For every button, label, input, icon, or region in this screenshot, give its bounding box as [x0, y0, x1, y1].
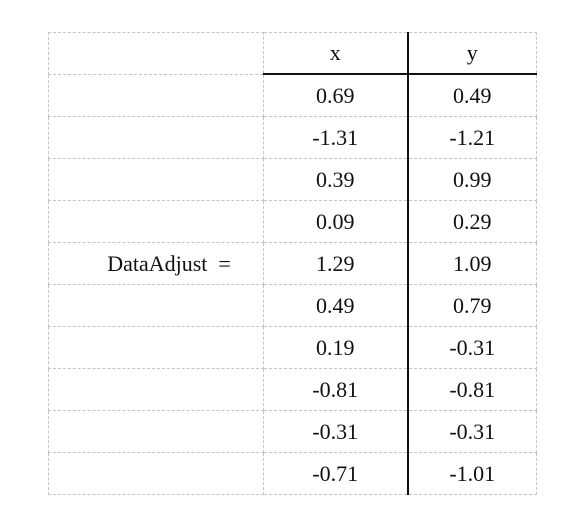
- table-row: 0.09 0.29: [48, 200, 537, 243]
- label-cell: [48, 452, 264, 495]
- table-row: -1.31 -1.21: [48, 116, 537, 159]
- y-value: -0.31: [407, 326, 537, 369]
- y-value: 0.79: [407, 284, 537, 327]
- y-value: 1.09: [407, 242, 537, 285]
- table-row: 0.19 -0.31: [48, 326, 537, 369]
- header-row: x y: [48, 32, 537, 75]
- label-cell: [48, 410, 264, 453]
- label-cell: [48, 116, 264, 159]
- table-row: -0.71 -1.01: [48, 452, 537, 495]
- table-row: -0.31 -0.31: [48, 410, 537, 453]
- label-cell: [48, 284, 264, 327]
- x-value: -0.81: [263, 368, 409, 411]
- y-value: 0.99: [407, 158, 537, 201]
- x-value: 1.29: [263, 242, 409, 285]
- y-value: -1.21: [407, 116, 537, 159]
- label-cell: [48, 158, 264, 201]
- x-value: -1.31: [263, 116, 409, 159]
- equals-sign: =: [218, 250, 231, 276]
- y-value: -1.01: [407, 452, 537, 495]
- label-cell: [48, 326, 264, 369]
- table-row: DataAdjust = 1.29 1.09: [48, 242, 537, 285]
- label-cell: [48, 368, 264, 411]
- x-value: 0.39: [263, 158, 409, 201]
- x-value: 0.19: [263, 326, 409, 369]
- table-row: 0.69 0.49: [48, 73, 537, 117]
- y-value: -0.81: [407, 368, 537, 411]
- x-value: 0.09: [263, 200, 409, 243]
- y-value: 0.29: [407, 200, 537, 243]
- x-value: -0.71: [263, 452, 409, 495]
- matrix-label: DataAdjust =: [48, 242, 264, 285]
- label-cell: [48, 73, 264, 117]
- y-value: -0.31: [407, 410, 537, 453]
- table-row: 0.39 0.99: [48, 158, 537, 201]
- matrix-name: DataAdjust: [107, 250, 208, 276]
- x-value: 0.69: [263, 73, 409, 117]
- table-row: -0.81 -0.81: [48, 368, 537, 411]
- data-adjust-table: x y 0.69 0.49 -1.31 -1.21 0.39 0.99 0.09…: [48, 32, 537, 495]
- column-header-x: x: [263, 32, 409, 75]
- x-value: -0.31: [263, 410, 409, 453]
- label-cell: [48, 200, 264, 243]
- x-value: 0.49: [263, 284, 409, 327]
- table-row: 0.49 0.79: [48, 284, 537, 327]
- y-value: 0.49: [407, 73, 537, 117]
- column-header-y: y: [407, 32, 537, 75]
- label-cell: [48, 32, 264, 75]
